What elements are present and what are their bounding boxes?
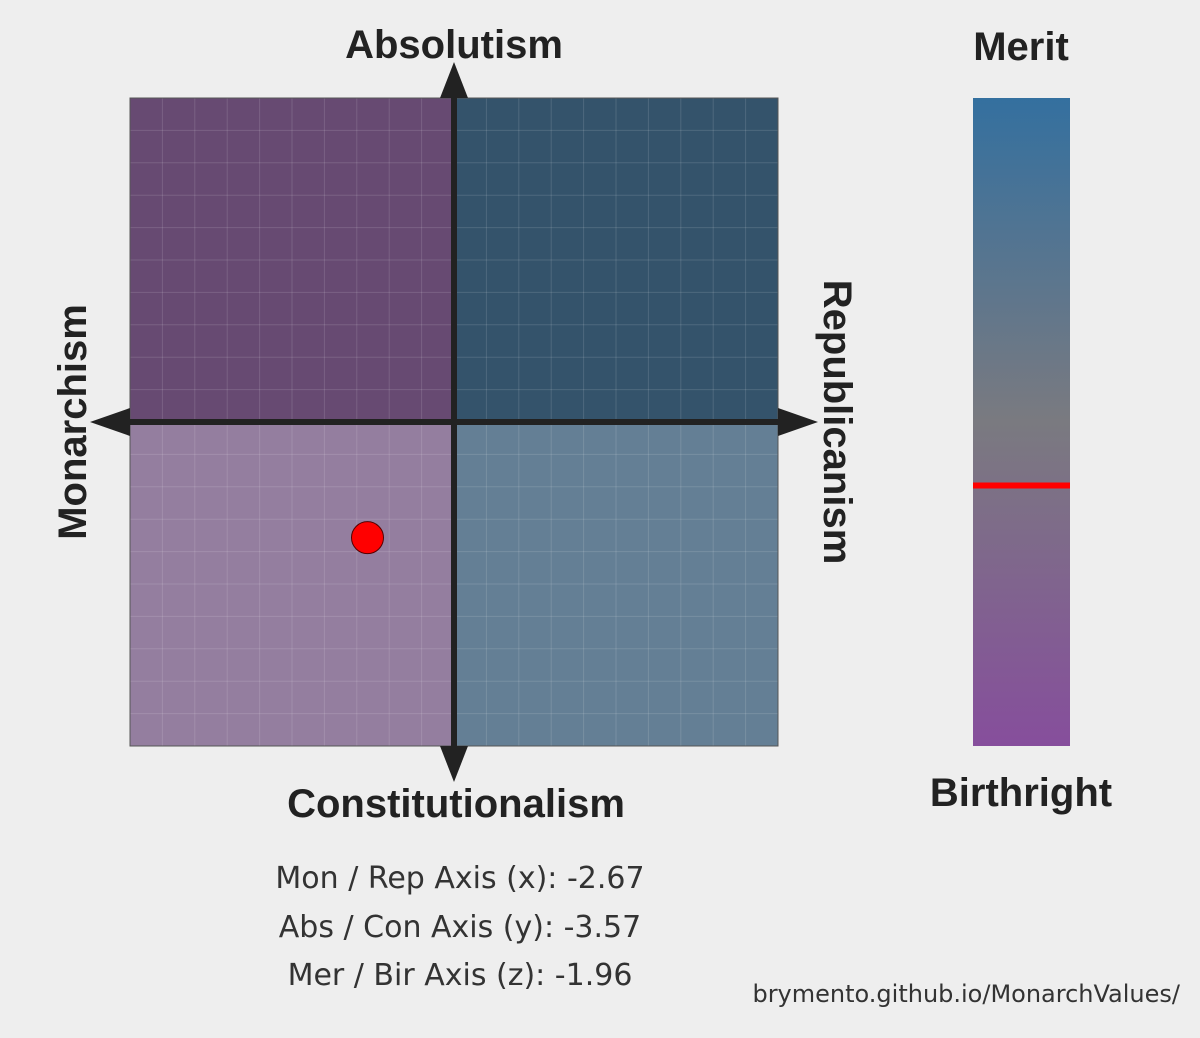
label-bottom: Constitutionalism (287, 782, 625, 826)
arrow-right-icon (778, 408, 818, 436)
quadrant-absolutist-monarchist (130, 98, 454, 422)
arrow-up-icon (440, 62, 468, 98)
arrow-left-icon (90, 408, 130, 436)
label-left: Monarchism (51, 304, 95, 540)
score-x: Mon / Rep Axis (x): -2.67 (275, 861, 645, 896)
score-y: Abs / Con Axis (y): -3.57 (278, 910, 642, 945)
quadrant-absolutist-republican (454, 98, 778, 422)
site-credit: brymento.github.io/MonarchValues/ (752, 980, 1180, 1008)
sidebar-bottom-label: Birthright (930, 771, 1112, 815)
result-point (350, 521, 384, 555)
quadrant-constitutional-monarchist (130, 422, 454, 746)
axes (90, 62, 818, 782)
label-top: Absolutism (345, 23, 563, 67)
sidebar-top-label: Merit (973, 25, 1069, 69)
score-z: Mer / Bir Axis (z): -1.96 (287, 958, 633, 993)
arrow-down-icon (440, 746, 468, 782)
label-right: Republicanism (815, 280, 859, 565)
merit-birthright-bar (973, 98, 1070, 746)
quadrant-constitutional-republican (454, 422, 778, 746)
quadrants (130, 98, 778, 746)
